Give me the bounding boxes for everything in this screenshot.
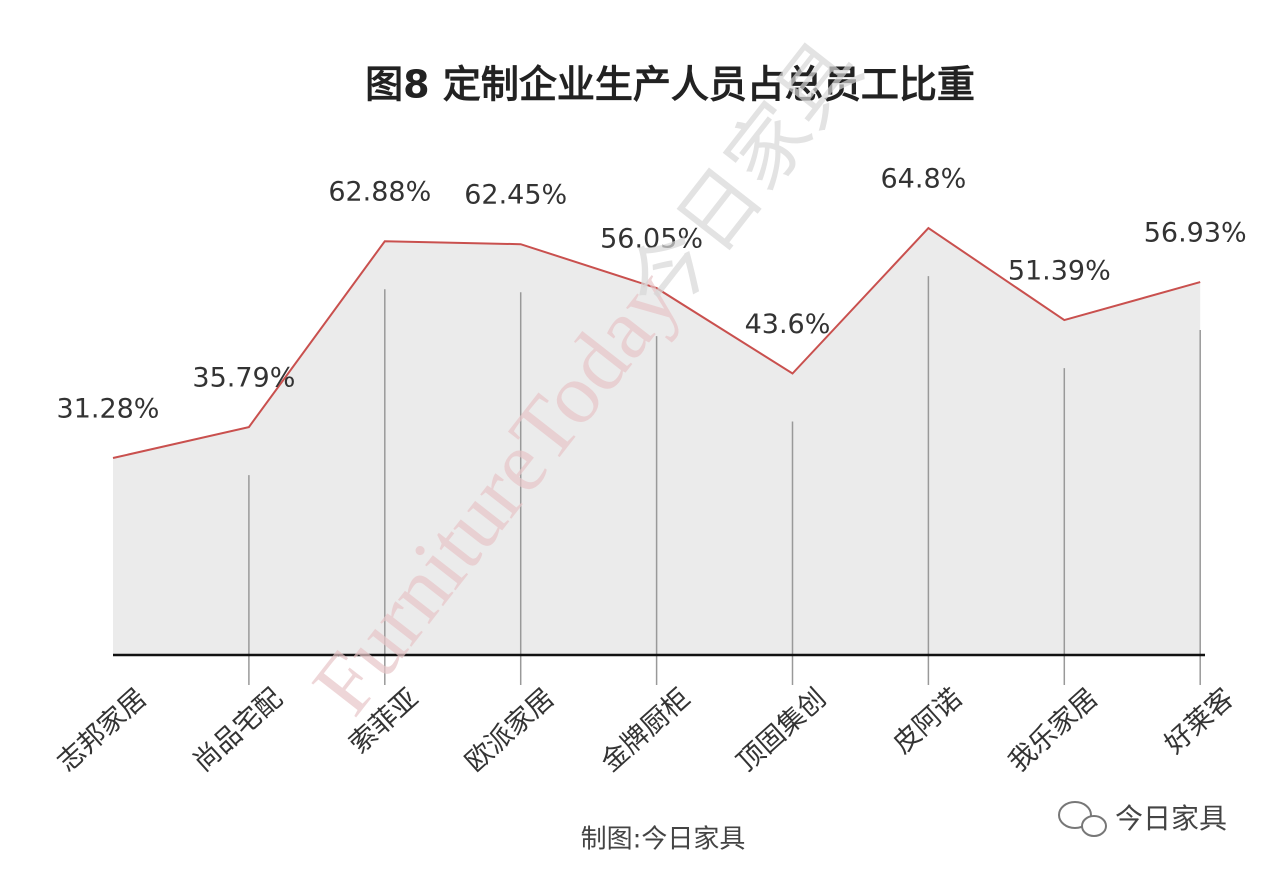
x-tick-label: 皮阿诺 xyxy=(887,683,968,760)
x-tick-label: 尚品宅配 xyxy=(188,683,289,778)
value-label: 62.88% xyxy=(328,177,431,208)
value-label: 43.6% xyxy=(745,309,831,340)
x-tick-label: 好莱客 xyxy=(1159,683,1240,760)
chart-title: 图8 定制企业生产人员占总员工比重 xyxy=(365,63,975,107)
value-label: 51.39% xyxy=(1008,256,1111,287)
source-note: 制图:今日家具 xyxy=(581,825,746,855)
wechat-icon xyxy=(1058,801,1092,829)
area-line xyxy=(112,226,1201,459)
value-label: 62.45% xyxy=(464,180,567,211)
x-tick-label: 欧派家居 xyxy=(459,683,560,778)
x-tick-label: 志邦家居 xyxy=(52,683,153,778)
value-label: 35.79% xyxy=(192,363,295,394)
x-tick-label: 我乐家居 xyxy=(1003,683,1104,778)
value-label: 56.93% xyxy=(1144,218,1247,249)
account-badge: 今日家具 xyxy=(1058,801,1227,837)
x-tick-label: 金牌厨柜 xyxy=(595,683,696,778)
x-tick-label: 顶固集创 xyxy=(731,683,832,778)
value-label: 31.28% xyxy=(57,394,160,425)
value-label: 64.8% xyxy=(881,164,967,195)
account-name: 今日家具 xyxy=(1115,802,1227,835)
value-label: 56.05% xyxy=(600,224,703,255)
wechat-icon xyxy=(1081,815,1107,837)
